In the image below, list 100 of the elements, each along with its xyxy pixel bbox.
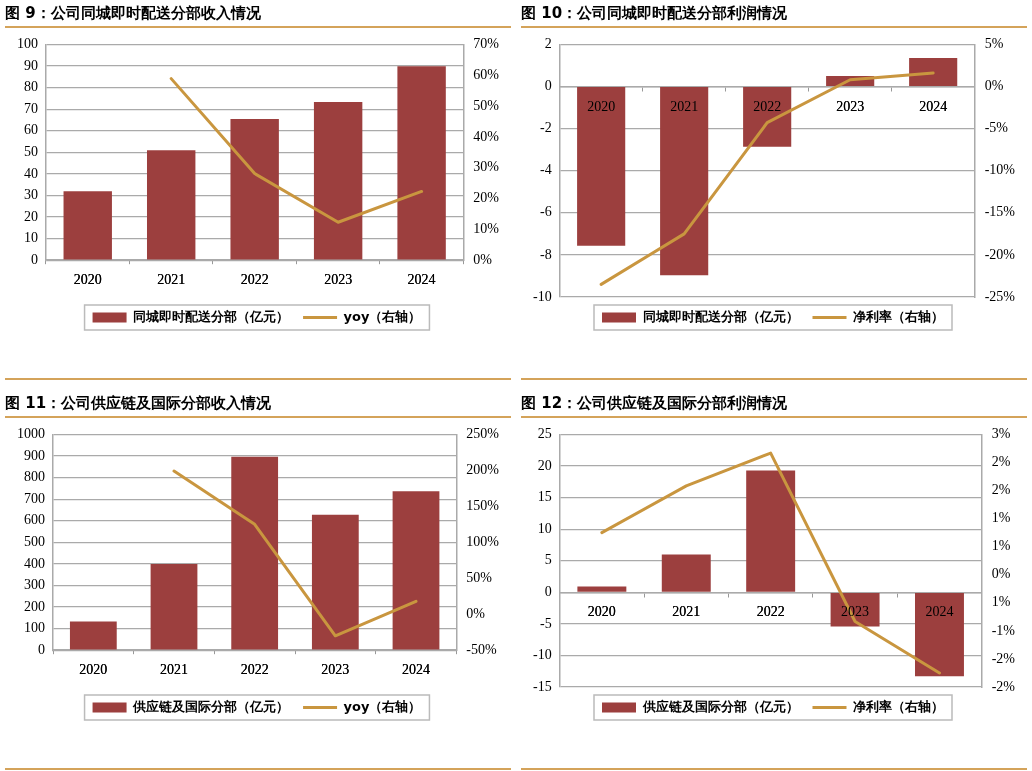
x-tick-label: 2021 bbox=[160, 662, 188, 678]
x-tick-label: 2022 bbox=[753, 98, 782, 114]
y2-tick-label: 2% bbox=[991, 454, 1011, 470]
y-tick-label: -4 bbox=[539, 162, 552, 178]
x-tick-label: 2024 bbox=[919, 98, 948, 114]
y-tick-label: -10 bbox=[532, 647, 552, 663]
y-tick-label: 70 bbox=[24, 100, 38, 116]
bar bbox=[311, 514, 359, 650]
y2-tick-label: 5% bbox=[984, 36, 1004, 52]
x-tick-label: 2021 bbox=[157, 272, 186, 288]
x-tick-label: 2022 bbox=[240, 272, 269, 288]
legend-label: 供应链及国际分部（亿元） bbox=[132, 698, 290, 714]
y2-tick-label: 50% bbox=[473, 97, 500, 113]
x-tick-label: 2022 bbox=[756, 604, 785, 620]
y-tick-label: 10 bbox=[24, 230, 38, 246]
bar bbox=[230, 119, 279, 260]
x-tick-label: 2023 bbox=[836, 98, 865, 114]
bar bbox=[147, 150, 196, 260]
x-tick-label: 2023 bbox=[321, 662, 350, 678]
y2-tick-label: -50% bbox=[466, 641, 497, 657]
y2-tick-label: 1% bbox=[991, 510, 1011, 526]
y-tick-label: 900 bbox=[24, 447, 45, 463]
y2-tick-label: 0% bbox=[984, 78, 1004, 94]
y-tick-label: 500 bbox=[24, 533, 45, 549]
y-tick-label: 700 bbox=[24, 490, 45, 506]
y-tick-label: -8 bbox=[539, 246, 552, 262]
legend-label: 同城即时配送分部（亿元） bbox=[642, 308, 799, 324]
y2-tick-label: -2% bbox=[991, 650, 1016, 666]
x-tick-label: 2024 bbox=[925, 604, 954, 620]
legend-label: 净利率（右轴） bbox=[853, 308, 944, 324]
y2-tick-label: -2% bbox=[991, 678, 1016, 694]
chart-title: 图 12：公司供应链及国际分部利润情况 bbox=[521, 390, 1027, 418]
y2-tick-label: 0% bbox=[466, 605, 486, 621]
chart-title: 图 9：公司同城即时配送分部收入情况 bbox=[5, 0, 511, 28]
bar bbox=[577, 87, 626, 246]
legend-label: 供应链及国际分部（亿元） bbox=[641, 698, 799, 714]
x-tick-label: 2021 bbox=[670, 98, 699, 114]
x-tick-label: 2020 bbox=[79, 662, 108, 678]
y2-tick-label: -20% bbox=[984, 246, 1016, 262]
y-tick-label: 1000 bbox=[17, 426, 45, 442]
y-tick-label: 200 bbox=[24, 598, 45, 614]
y2-tick-label: 1% bbox=[991, 538, 1011, 554]
legend-label: 净利率（右轴） bbox=[853, 698, 944, 714]
legend-label: yoy（右轴） bbox=[343, 698, 422, 714]
bar bbox=[150, 563, 198, 650]
y2-tick-label: -1% bbox=[991, 622, 1016, 638]
y2-tick-label: -25% bbox=[984, 288, 1016, 304]
x-tick-label: 2024 bbox=[402, 662, 430, 678]
bar bbox=[661, 554, 711, 592]
y2-tick-label: 150% bbox=[466, 498, 500, 514]
bar bbox=[63, 191, 112, 260]
y-tick-label: 0 bbox=[544, 78, 552, 94]
y2-tick-label: 200% bbox=[466, 462, 500, 478]
x-tick-label: 2020 bbox=[587, 98, 616, 114]
chart-title: 图 11：公司供应链及国际分部收入情况 bbox=[5, 390, 511, 418]
y-tick-label: 5 bbox=[544, 552, 552, 568]
y-tick-label: 100 bbox=[24, 620, 45, 636]
bar bbox=[577, 586, 627, 592]
y2-tick-label: 100% bbox=[466, 533, 500, 549]
bar bbox=[313, 102, 363, 260]
y-tick-label: 0 bbox=[38, 641, 45, 657]
y2-tick-label: 30% bbox=[473, 159, 500, 175]
y2-tick-label: 250% bbox=[466, 426, 500, 442]
y-tick-label: 20 bbox=[24, 208, 38, 224]
y2-tick-label: -5% bbox=[984, 120, 1009, 136]
y-tick-label: 400 bbox=[24, 555, 45, 571]
x-tick-label: 2020 bbox=[73, 272, 102, 288]
x-tick-label: 2023 bbox=[324, 272, 353, 288]
y2-tick-label: -10% bbox=[984, 162, 1016, 178]
bar bbox=[746, 470, 796, 592]
bar bbox=[909, 58, 958, 86]
y-tick-label: 300 bbox=[24, 577, 45, 593]
legend-label: yoy（右轴） bbox=[343, 308, 422, 324]
y-tick-label: 80 bbox=[24, 79, 38, 95]
bar bbox=[397, 66, 446, 260]
y2-tick-label: 20% bbox=[473, 190, 500, 206]
y-tick-label: 2 bbox=[544, 36, 552, 52]
y-tick-label: 90 bbox=[24, 57, 38, 73]
y-tick-label: 100 bbox=[17, 36, 38, 52]
y2-tick-label: 40% bbox=[473, 128, 500, 144]
y-tick-label: -15 bbox=[532, 678, 552, 694]
y-tick-label: 0 bbox=[31, 251, 38, 267]
y2-tick-label: 70% bbox=[473, 36, 500, 52]
y2-tick-label: 1% bbox=[991, 594, 1011, 610]
y-tick-label: 50 bbox=[24, 143, 38, 159]
y2-tick-label: -15% bbox=[984, 204, 1016, 220]
y-tick-label: 0 bbox=[544, 583, 552, 599]
y-tick-label: 10 bbox=[537, 520, 552, 536]
x-tick-label: 2021 bbox=[672, 604, 701, 620]
y-tick-label: 800 bbox=[24, 469, 45, 485]
y-tick-label: 40 bbox=[24, 165, 38, 181]
y-tick-label: -5 bbox=[539, 615, 552, 631]
x-tick-label: 2020 bbox=[587, 604, 616, 620]
y2-tick-label: 60% bbox=[473, 66, 500, 82]
legend-label: 同城即时配送分部（亿元） bbox=[133, 308, 290, 324]
x-tick-label: 2022 bbox=[240, 662, 269, 678]
bar bbox=[69, 621, 117, 650]
y2-tick-label: 2% bbox=[991, 482, 1011, 498]
bar bbox=[915, 592, 964, 677]
y2-tick-label: 0% bbox=[991, 566, 1011, 582]
